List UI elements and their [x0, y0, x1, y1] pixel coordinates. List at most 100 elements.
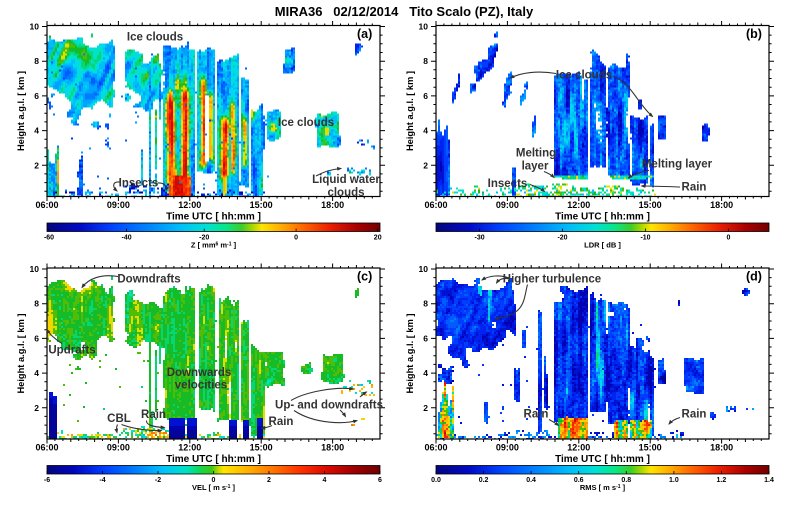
- svg-text:6: 6: [34, 91, 39, 101]
- svg-text:10: 10: [419, 21, 429, 31]
- svg-text:-30: -30: [475, 235, 485, 242]
- svg-text:(c): (c): [357, 270, 372, 284]
- svg-text:layer: layer: [522, 161, 549, 173]
- svg-text:0: 0: [212, 477, 216, 484]
- svg-text:Rain: Rain: [141, 409, 166, 421]
- svg-text:15:00: 15:00: [250, 200, 273, 210]
- svg-text:Rain: Rain: [269, 416, 294, 428]
- svg-text:6: 6: [34, 333, 39, 343]
- svg-text:Ice clouds: Ice clouds: [278, 117, 334, 129]
- svg-text:8: 8: [34, 56, 39, 66]
- svg-text:1.2: 1.2: [717, 477, 727, 484]
- svg-text:Time UTC [ hh:mm ]: Time UTC [ hh:mm ]: [166, 212, 261, 223]
- svg-text:8: 8: [423, 299, 428, 309]
- svg-text:LDR [ dB ]: LDR [ dB ]: [584, 241, 621, 250]
- svg-text:09:00: 09:00: [107, 200, 130, 210]
- svg-text:clouds: clouds: [327, 187, 364, 199]
- svg-text:Downwards: Downwards: [167, 367, 232, 379]
- svg-text:6: 6: [423, 91, 428, 101]
- svg-text:09:00: 09:00: [107, 443, 130, 453]
- svg-text:06:00: 06:00: [35, 200, 58, 210]
- svg-text:Melting: Melting: [516, 148, 556, 160]
- svg-text:2: 2: [267, 477, 271, 484]
- svg-text:2: 2: [34, 160, 39, 170]
- svg-text:4: 4: [423, 368, 428, 378]
- svg-text:12:00: 12:00: [567, 443, 590, 453]
- svg-text:4: 4: [423, 126, 428, 136]
- svg-text:06:00: 06:00: [35, 443, 58, 453]
- svg-text:(d): (d): [746, 270, 762, 284]
- svg-text:Height a.g.l. [ km ]: Height a.g.l. [ km ]: [16, 313, 26, 393]
- svg-text:Melting layer: Melting layer: [642, 159, 713, 171]
- svg-text:-10: -10: [640, 235, 650, 242]
- svg-text:8: 8: [423, 56, 428, 66]
- svg-text:Updrafts: Updrafts: [48, 345, 95, 357]
- svg-text:MIRA36 02/12/2014 Tito Sca: MIRA36 02/12/2014 Tito Scalo (PZ), Italy: [275, 4, 534, 19]
- svg-text:Insects: Insects: [119, 178, 159, 190]
- svg-text:12:00: 12:00: [567, 200, 590, 210]
- svg-text:1.4: 1.4: [764, 477, 774, 484]
- svg-text:Rain: Rain: [682, 182, 707, 194]
- svg-text:Height a.g.l. [ km ]: Height a.g.l. [ km ]: [16, 71, 26, 151]
- svg-text:6: 6: [423, 333, 428, 343]
- svg-text:18:00: 18:00: [321, 200, 344, 210]
- svg-text:-20: -20: [557, 235, 567, 242]
- svg-text:Ice clouds: Ice clouds: [127, 32, 183, 44]
- svg-text:-6: -6: [44, 477, 50, 484]
- svg-text:CBL: CBL: [107, 413, 131, 425]
- svg-text:4: 4: [323, 477, 327, 484]
- svg-text:10: 10: [30, 264, 40, 274]
- svg-text:8: 8: [34, 299, 39, 309]
- svg-text:1.0: 1.0: [669, 477, 679, 484]
- svg-text:20: 20: [374, 235, 382, 242]
- svg-text:Ice clouds: Ice clouds: [556, 70, 612, 82]
- svg-text:RMS [ m s-1 ]: RMS [ m s-1 ]: [580, 483, 626, 492]
- svg-text:-40: -40: [122, 235, 132, 242]
- svg-text:Height a.g.l. [ km ]: Height a.g.l. [ km ]: [405, 71, 415, 151]
- svg-text:0.2: 0.2: [479, 477, 489, 484]
- svg-text:Higher turbulence: Higher turbulence: [503, 274, 601, 286]
- svg-text:09:00: 09:00: [496, 200, 519, 210]
- svg-text:Downdrafts: Downdrafts: [117, 274, 180, 286]
- svg-text:2: 2: [423, 160, 428, 170]
- svg-text:-60: -60: [44, 235, 54, 242]
- svg-text:12:00: 12:00: [178, 443, 201, 453]
- svg-text:06:00: 06:00: [424, 443, 447, 453]
- svg-text:0: 0: [727, 235, 731, 242]
- svg-text:18:00: 18:00: [321, 443, 344, 453]
- svg-text:06:00: 06:00: [424, 200, 447, 210]
- svg-text:Time UTC [ hh:mm ]: Time UTC [ hh:mm ]: [166, 454, 261, 465]
- svg-text:0.0: 0.0: [431, 477, 441, 484]
- svg-text:Time UTC [ hh:mm ]: Time UTC [ hh:mm ]: [555, 454, 650, 465]
- svg-text:4: 4: [34, 368, 39, 378]
- svg-text:10: 10: [30, 21, 40, 31]
- svg-text:6: 6: [378, 477, 382, 484]
- svg-text:Height a.g.l. [ km ]: Height a.g.l. [ km ]: [405, 313, 415, 393]
- svg-text:-2: -2: [155, 477, 161, 484]
- svg-text:Time UTC [ hh:mm ]: Time UTC [ hh:mm ]: [555, 212, 650, 223]
- svg-text:0: 0: [294, 235, 298, 242]
- svg-text:Z [ mm6 m-1 ]: Z [ mm6 m-1 ]: [191, 241, 237, 250]
- svg-text:4: 4: [34, 126, 39, 136]
- svg-text:Up- and downdrafts: Up- and downdrafts: [275, 400, 383, 412]
- svg-text:0.8: 0.8: [621, 477, 631, 484]
- svg-text:Insects: Insects: [488, 178, 528, 190]
- svg-text:18:00: 18:00: [710, 443, 733, 453]
- svg-text:2: 2: [423, 403, 428, 413]
- svg-text:velocities: velocities: [175, 380, 227, 392]
- svg-text:VEL [ m s-1 ]: VEL [ m s-1 ]: [192, 483, 236, 492]
- svg-text:0.4: 0.4: [526, 477, 536, 484]
- svg-text:Rain: Rain: [524, 409, 549, 421]
- svg-text:15:00: 15:00: [639, 200, 662, 210]
- svg-text:09:00: 09:00: [496, 443, 519, 453]
- svg-text:18:00: 18:00: [710, 200, 733, 210]
- svg-text:15:00: 15:00: [250, 443, 273, 453]
- svg-text:-20: -20: [199, 235, 209, 242]
- svg-text:15:00: 15:00: [639, 443, 662, 453]
- svg-text:0.6: 0.6: [574, 477, 584, 484]
- svg-text:10: 10: [419, 264, 429, 274]
- svg-text:(b): (b): [746, 27, 762, 41]
- svg-text:-4: -4: [99, 477, 105, 484]
- svg-text:(a): (a): [357, 27, 372, 41]
- svg-text:2: 2: [34, 403, 39, 413]
